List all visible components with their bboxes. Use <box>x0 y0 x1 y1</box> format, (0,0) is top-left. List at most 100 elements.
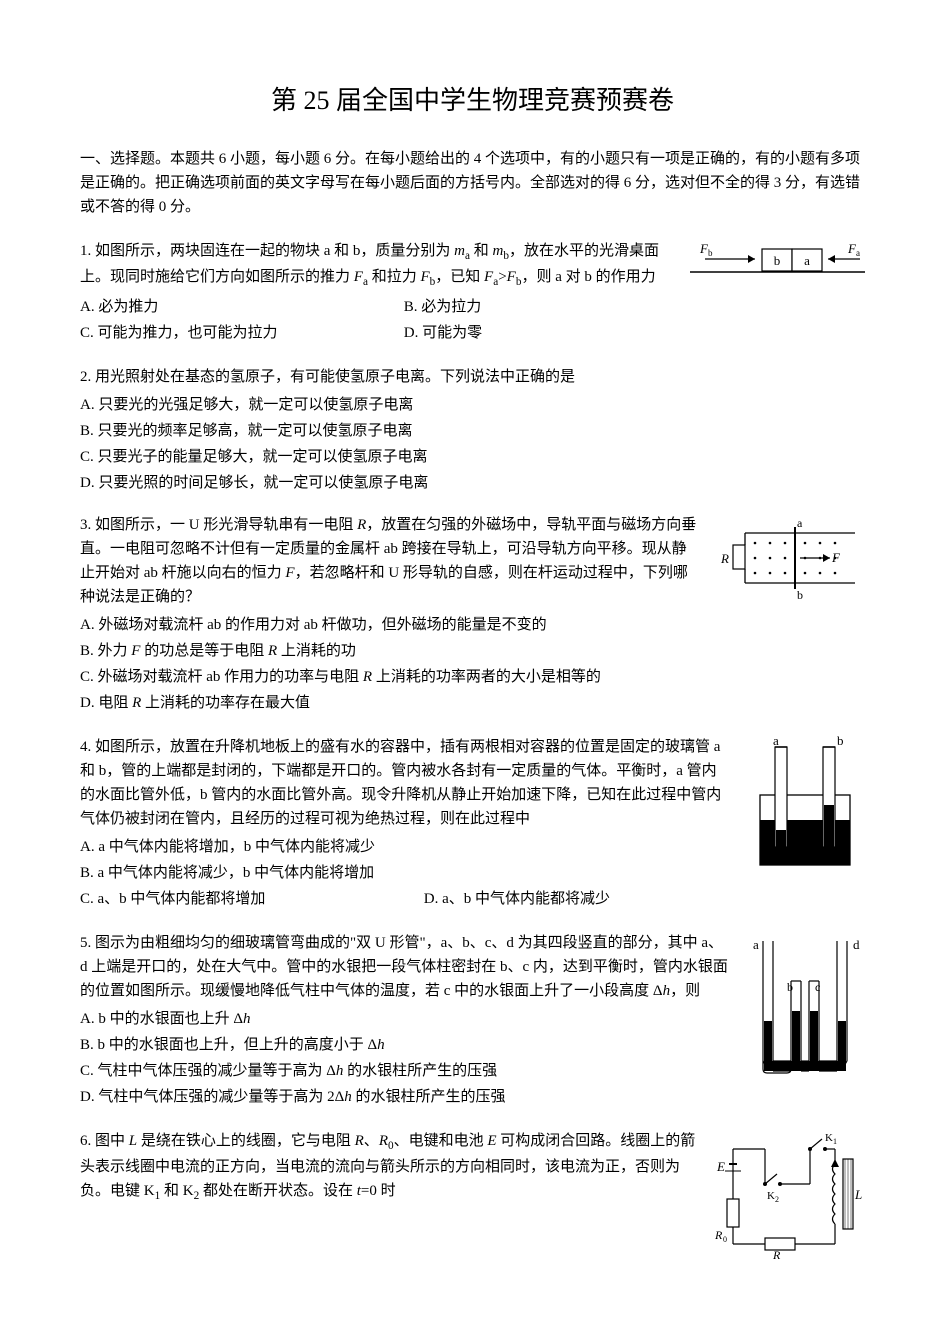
question-6: E R0 R K2 K1 <box>80 1129 865 1272</box>
q5-optA-h: h <box>243 1011 251 1027</box>
q2-num: 2. <box>80 369 91 385</box>
q3-optD-end: 上消耗的功率存在最大值 <box>141 695 310 711</box>
section-intro: 一、选择题。本题共 6 小题，每小题 6 分。在每小题给出的 4 个选项中，有的… <box>80 147 865 219</box>
q2-body: 用光照射处在基态的氢原子，有可能使氢原子电离。下列说法中正确的是 <box>95 369 575 385</box>
q4-optD: D. a、b 中气体内能都将减少 <box>424 887 610 911</box>
q5-t0: 图示为由粗细均匀的细玻璃管弯曲成的"双 U 形管"，a、b、c、d 为其四段竖直… <box>80 935 728 999</box>
q5-figure: a d b c <box>745 931 865 1089</box>
q6-t7: =0 时 <box>361 1183 396 1199</box>
q5-optD-pre: D. 气柱中气体压强的减少量等于高为 2Δ <box>80 1089 344 1105</box>
svg-text:a: a <box>856 248 860 258</box>
q1-figure: b a Fb Fa <box>690 239 865 295</box>
question-2: 2. 用光照射处在基态的氢原子，有可能使氢原子电离。下列说法中正确的是 A. 只… <box>80 365 865 495</box>
q3-num: 3. <box>80 517 91 533</box>
q1-optC: C. 可能为推力，也可能为拉力 <box>80 321 340 345</box>
svg-text:2: 2 <box>775 1195 779 1204</box>
q4-optC: C. a、b 中气体内能都将增加 <box>80 887 360 911</box>
q5-h: h <box>663 983 671 999</box>
svg-text:a: a <box>804 253 810 268</box>
q6-num: 6. <box>80 1133 91 1149</box>
q1-fb2: F <box>507 269 516 285</box>
q3-optB: B. 外力 F 的功总是等于电阻 R 上消耗的功 <box>80 639 865 663</box>
q5-optC-pre: C. 气柱中气体压强的减少量等于高为 Δ <box>80 1063 336 1079</box>
q3-F: F <box>285 565 294 581</box>
svg-text:b: b <box>774 253 781 268</box>
q1-fb: F <box>420 269 429 285</box>
q3-optD: D. 电阻 R 上消耗的功率存在最大值 <box>80 691 865 715</box>
svg-text:E: E <box>716 1159 725 1174</box>
q1-t6: ，则 a 对 b 的作用力 <box>521 269 655 285</box>
q4-body: 如图所示，放置在升降机地板上的盛有水的容器中，插有两根相对容器的位置是固定的玻璃… <box>80 739 721 827</box>
q6-t6: 都处在断开状态。设在 <box>199 1183 357 1199</box>
q2-optA: A. 只要光的光强足够大，就一定可以使氢原子电离 <box>80 393 865 417</box>
svg-text:R: R <box>772 1248 781 1259</box>
q6-t1: 是绕在铁心上的线圈，它与电阻 <box>137 1133 355 1149</box>
question-1: b a Fb Fa 1. 如图所示，两块固连在一起的物块 a 和 b，质量分别为… <box>80 239 865 347</box>
q3-options: A. 外磁场对载流杆 ab 的作用力对 ab 杆做功，但外磁场的能量是不变的 B… <box>80 613 865 715</box>
q3-figure: R a b F <box>715 513 865 616</box>
q1-optA: A. 必为推力 <box>80 295 340 319</box>
q5-optB-h: h <box>377 1037 385 1053</box>
svg-text:b: b <box>797 588 803 602</box>
q1-fa: F <box>354 269 363 285</box>
q3-R: R <box>357 517 366 533</box>
q5-optA-pre: A. b 中的水银面也上升 Δ <box>80 1011 243 1027</box>
q3-optB-pre: B. 外力 <box>80 643 131 659</box>
q3-optD-R: R <box>132 695 141 711</box>
q1-optB: B. 必为拉力 <box>404 295 482 319</box>
svg-text:L: L <box>854 1187 862 1202</box>
svg-text:a: a <box>773 735 779 748</box>
svg-text:0: 0 <box>723 1235 727 1244</box>
question-5: a d b c <box>80 931 865 1111</box>
q1-t5: > <box>498 269 506 285</box>
question-3: R a b F 3. 如图所示，一 U 形光滑导轨串有一电阻 R，放置在匀强的外… <box>80 513 865 717</box>
q4-figure: a b <box>745 735 865 883</box>
q6-E: E <box>487 1133 496 1149</box>
q5-optD-end: 的水银柱所产生的压强 <box>352 1089 506 1105</box>
q1-options: A. 必为推力 B. 必为拉力 C. 可能为推力，也可能为拉力 D. 可能为零 <box>80 295 865 345</box>
q2-options: A. 只要光的光强足够大，就一定可以使氢原子电离 B. 只要光的频率足够高，就一… <box>80 393 865 495</box>
q3-optB-post: 的功总是等于电阻 <box>140 643 268 659</box>
q3-optB-end: 上消耗的功 <box>277 643 356 659</box>
svg-text:a: a <box>797 516 803 530</box>
svg-text:b: b <box>837 735 844 748</box>
q5-num: 5. <box>80 935 91 951</box>
q6-t2: 、 <box>364 1133 379 1149</box>
q6-R: R <box>355 1133 364 1149</box>
q1-t0: 如图所示，两块固连在一起的物块 a 和 b，质量分别为 <box>95 243 454 259</box>
svg-text:1: 1 <box>833 1137 837 1146</box>
q1-num: 1. <box>80 243 91 259</box>
q6-L: L <box>129 1133 137 1149</box>
q1-t4: ，已知 <box>435 269 484 285</box>
q6-figure: E R0 R K2 K1 <box>715 1129 865 1267</box>
q1-ma: m <box>454 243 465 259</box>
q3-optA: A. 外磁场对载流杆 ab 的作用力对 ab 杆做功，但外磁场的能量是不变的 <box>80 613 865 637</box>
q3-optC: C. 外磁场对载流杆 ab 作用力的功率与电阻 R 上消耗的功率两者的大小是相等… <box>80 665 865 689</box>
q5-optD-h: h <box>344 1089 352 1105</box>
q2-optC: C. 只要光子的能量足够大，就一定可以使氢原子电离 <box>80 445 865 469</box>
q1-t1: 和 <box>470 243 493 259</box>
q3-optD-pre: D. 电阻 <box>80 695 132 711</box>
q1-optD: D. 可能为零 <box>404 321 482 345</box>
svg-text:K: K <box>767 1190 775 1202</box>
q6-t5: 和 K <box>160 1183 193 1199</box>
svg-text:b: b <box>787 980 793 994</box>
q3-optC-end: 上消耗的功率两者的大小是相等的 <box>372 669 601 685</box>
svg-text:F: F <box>831 550 841 565</box>
svg-text:b: b <box>708 248 713 258</box>
q3-optC-R: R <box>363 669 372 685</box>
q5-t1: ，则 <box>670 983 700 999</box>
q3-optC-pre: C. 外磁场对载流杆 ab 作用力的功率与电阻 <box>80 669 363 685</box>
svg-text:a: a <box>753 937 759 952</box>
q6-t3: 、电键和电池 <box>394 1133 488 1149</box>
svg-text:K: K <box>825 1132 833 1144</box>
question-4: a b 4. 如图所示，放置在升降机地板上的盛有水的容器中，插有两根相对容器的位… <box>80 735 865 913</box>
q3-t0: 如图所示，一 U 形光滑导轨串有一电阻 <box>95 517 357 533</box>
svg-text:d: d <box>853 937 860 952</box>
q6-R0: R <box>379 1133 388 1149</box>
q5-optC-end: 的水银柱所产生的压强 <box>343 1063 497 1079</box>
q1-fa2: F <box>484 269 493 285</box>
svg-text:R: R <box>715 1228 723 1242</box>
q1-t3: 和拉力 <box>368 269 421 285</box>
q2-optD: D. 只要光照的时间足够长，就一定可以使氢原子电离 <box>80 471 865 495</box>
